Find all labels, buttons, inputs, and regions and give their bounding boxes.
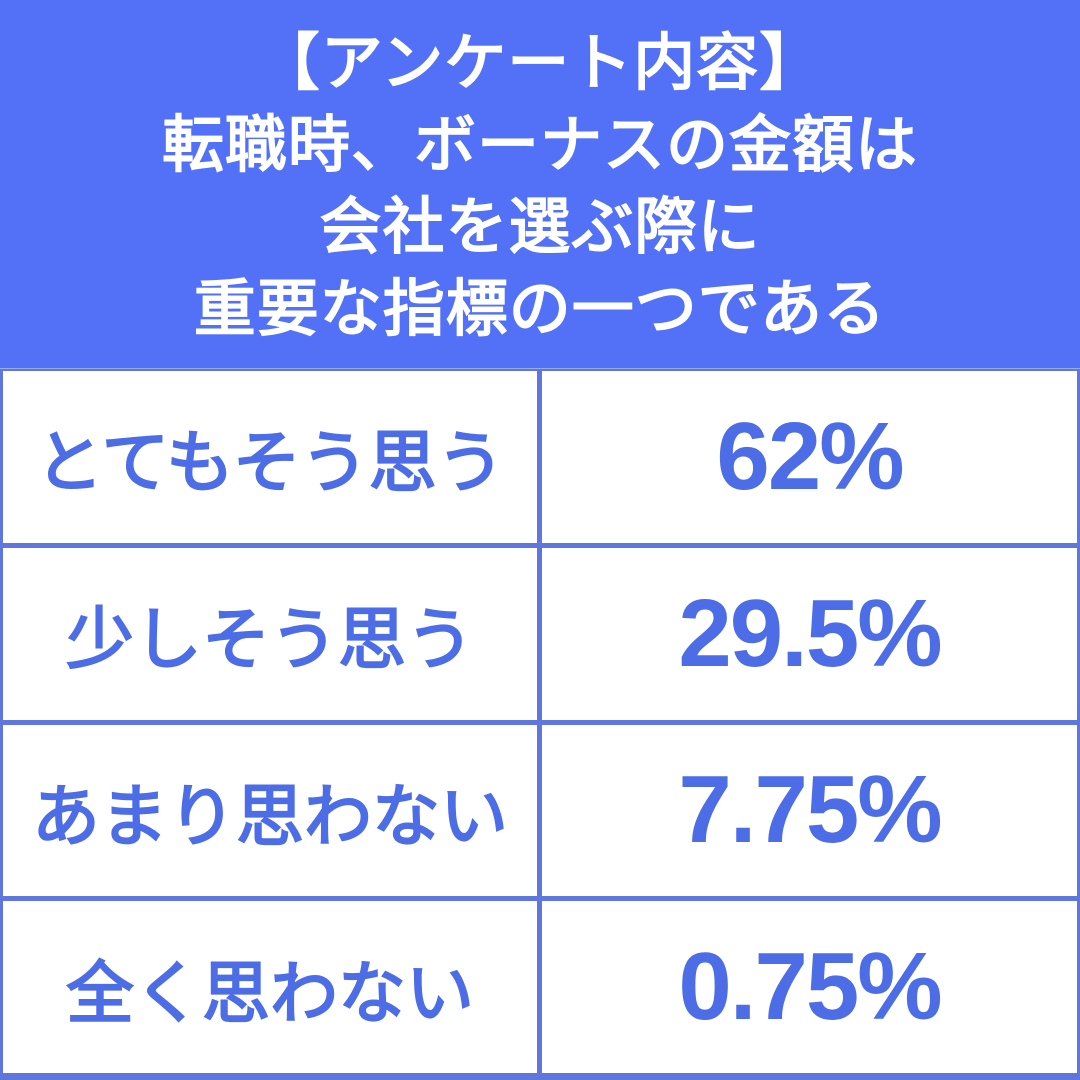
title-line-1: 【アンケート内容】 xyxy=(257,29,823,98)
results-table: とてもそう思う 62% 少しそう思う 29.5% あまり思わない 7.75% 全… xyxy=(0,368,1080,1080)
title-line-4: 重要な指標の一つである xyxy=(193,275,887,344)
title-line-3: 会社を選ぶ際に xyxy=(319,193,761,262)
survey-question-header: 【アンケート内容】 転職時、ボーナスの金額は 会社を選ぶ際に 重要な指標の一つで… xyxy=(0,0,1080,368)
answer-label-very-agree: とてもそう思う xyxy=(3,371,537,543)
answer-value-not-at-all: 0.75% xyxy=(542,901,1077,1073)
title-line-2: 転職時、ボーナスの金額は xyxy=(161,111,918,180)
answer-label-not-really: あまり思わない xyxy=(3,724,537,897)
answer-label-somewhat-agree: 少しそう思う xyxy=(3,547,537,720)
answer-label-not-at-all: 全く思わない xyxy=(3,901,537,1073)
answer-value-very-agree: 62% xyxy=(542,371,1077,543)
answer-value-somewhat-agree: 29.5% xyxy=(542,547,1077,720)
answer-value-not-really: 7.75% xyxy=(542,724,1077,897)
